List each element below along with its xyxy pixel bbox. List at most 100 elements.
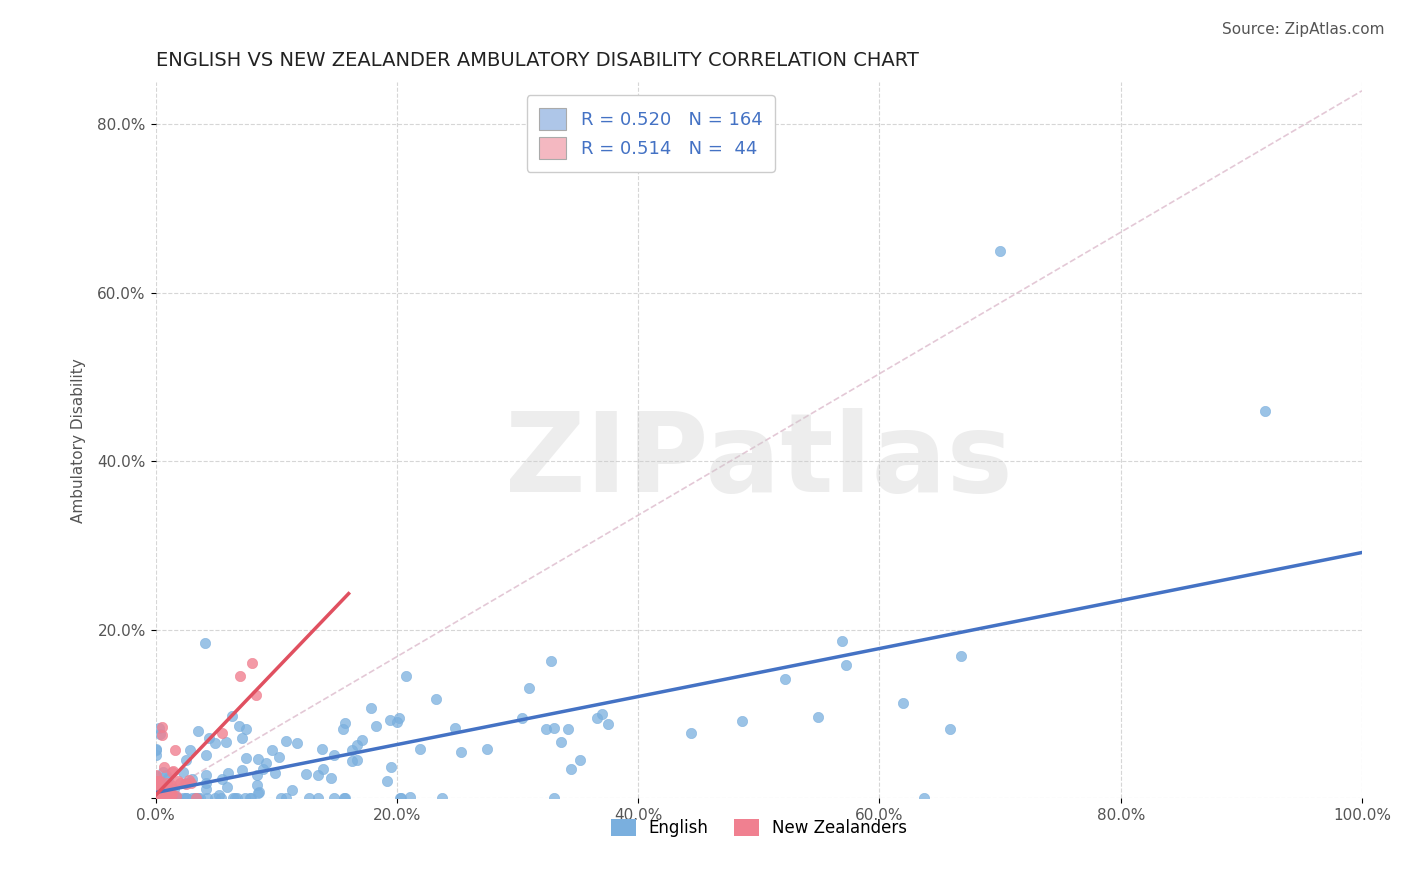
Point bbox=[150, 720, 173, 734]
Point bbox=[145, 741, 167, 756]
Point bbox=[163, 791, 186, 805]
Point bbox=[188, 791, 211, 805]
Point bbox=[240, 657, 263, 671]
Point bbox=[534, 723, 557, 737]
Point bbox=[988, 244, 1011, 258]
Point bbox=[152, 765, 174, 780]
Point bbox=[209, 791, 232, 805]
Point bbox=[145, 743, 167, 757]
Point bbox=[252, 762, 274, 776]
Point bbox=[145, 791, 167, 805]
Point bbox=[540, 654, 562, 668]
Point bbox=[165, 789, 187, 803]
Point bbox=[425, 692, 447, 706]
Point bbox=[263, 765, 285, 780]
Point bbox=[333, 791, 356, 805]
Point bbox=[149, 791, 172, 805]
Point bbox=[247, 786, 270, 800]
Point bbox=[679, 726, 702, 740]
Point bbox=[350, 733, 373, 747]
Point bbox=[211, 726, 233, 740]
Point bbox=[150, 791, 173, 805]
Point bbox=[332, 723, 354, 737]
Point bbox=[385, 714, 408, 729]
Point bbox=[443, 721, 465, 735]
Point bbox=[360, 701, 382, 715]
Point bbox=[295, 766, 318, 780]
Point bbox=[939, 722, 962, 736]
Point bbox=[159, 780, 181, 795]
Point bbox=[148, 791, 170, 805]
Point bbox=[307, 791, 329, 805]
Point bbox=[152, 760, 174, 774]
Point bbox=[145, 776, 167, 790]
Point bbox=[194, 636, 217, 650]
Point bbox=[145, 777, 167, 791]
Point bbox=[145, 791, 167, 805]
Point bbox=[149, 774, 172, 789]
Point bbox=[215, 735, 238, 749]
Point bbox=[591, 706, 613, 721]
Point bbox=[150, 728, 173, 742]
Point bbox=[155, 791, 177, 805]
Point bbox=[176, 753, 198, 767]
Point bbox=[430, 791, 453, 805]
Point bbox=[157, 791, 180, 805]
Point bbox=[174, 777, 197, 791]
Point bbox=[233, 791, 256, 805]
Point bbox=[145, 778, 167, 792]
Point bbox=[322, 747, 344, 762]
Point bbox=[156, 791, 179, 805]
Point bbox=[179, 743, 201, 757]
Point bbox=[231, 731, 253, 745]
Point bbox=[167, 773, 190, 788]
Point bbox=[346, 753, 368, 767]
Point bbox=[517, 681, 540, 695]
Point bbox=[149, 778, 172, 792]
Point bbox=[194, 782, 217, 797]
Point bbox=[395, 669, 418, 683]
Point bbox=[145, 769, 167, 783]
Point bbox=[152, 791, 174, 805]
Point bbox=[172, 765, 194, 780]
Point bbox=[333, 716, 356, 731]
Point bbox=[145, 791, 167, 805]
Point bbox=[187, 723, 209, 738]
Point bbox=[145, 785, 167, 799]
Point bbox=[174, 791, 197, 805]
Point bbox=[163, 743, 186, 757]
Point bbox=[195, 775, 218, 789]
Point bbox=[208, 788, 231, 802]
Point bbox=[195, 747, 218, 762]
Point bbox=[285, 736, 308, 750]
Point bbox=[187, 791, 209, 805]
Point bbox=[148, 774, 170, 789]
Point bbox=[156, 775, 179, 789]
Point bbox=[156, 780, 179, 795]
Point bbox=[831, 634, 853, 648]
Point bbox=[153, 791, 176, 805]
Point bbox=[145, 791, 167, 805]
Point bbox=[949, 648, 972, 663]
Point bbox=[267, 750, 290, 764]
Y-axis label: Ambulatory Disability: Ambulatory Disability bbox=[72, 358, 86, 523]
Point bbox=[145, 791, 167, 805]
Point bbox=[148, 791, 170, 805]
Point bbox=[389, 791, 412, 805]
Point bbox=[276, 791, 298, 805]
Point bbox=[215, 780, 238, 794]
Point bbox=[145, 791, 167, 805]
Point bbox=[225, 791, 247, 805]
Point bbox=[180, 776, 202, 790]
Point bbox=[184, 791, 207, 805]
Point bbox=[145, 774, 167, 789]
Point bbox=[596, 716, 619, 731]
Point bbox=[319, 771, 342, 785]
Point bbox=[166, 791, 188, 805]
Point bbox=[145, 791, 167, 805]
Point bbox=[364, 719, 387, 733]
Point bbox=[298, 791, 321, 805]
Point bbox=[543, 791, 565, 805]
Point bbox=[254, 756, 277, 770]
Point bbox=[834, 657, 856, 672]
